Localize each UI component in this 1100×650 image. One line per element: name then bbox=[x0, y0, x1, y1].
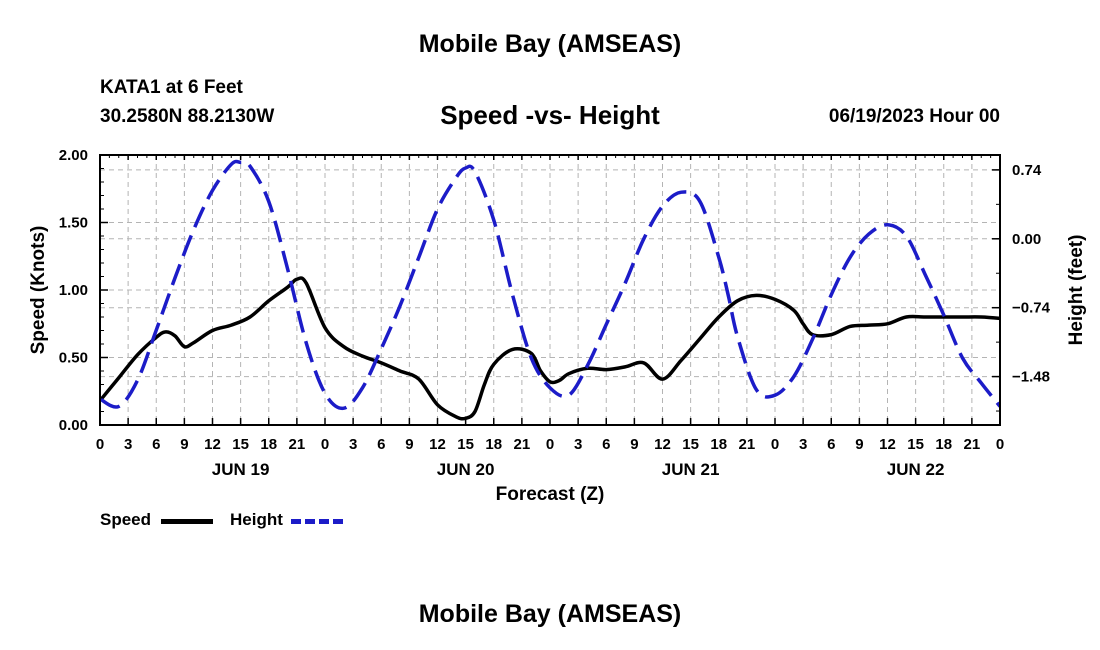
axis-tick-labels: 0 3 6 9 12 15 18 21 0 3 6 9 12 15 18 21 0 3 6 9 12 15 18 21 0 3 6 9… bbox=[59, 147, 1051, 479]
x-tick-label: 15 bbox=[457, 436, 474, 453]
y2-axis-label: Height (feet) bbox=[1066, 235, 1087, 346]
y2-tick-label: −0.74 bbox=[1012, 300, 1051, 317]
series-line-speed bbox=[100, 276, 1000, 421]
x-tick-label: 15 bbox=[232, 436, 249, 453]
y-tick-label: 1.00 bbox=[59, 282, 88, 299]
x-tick-label: 6 bbox=[827, 436, 835, 453]
x-tick-label: 18 bbox=[710, 436, 727, 453]
footer-title: Mobile Bay (AMSEAS) bbox=[418, 600, 682, 628]
x-tick-label: 0 bbox=[546, 436, 554, 453]
x-tick-label: 0 bbox=[321, 436, 329, 453]
x-tick-label: 6 bbox=[377, 436, 385, 453]
x-tick-label: 18 bbox=[485, 436, 502, 453]
x-tick-label: 12 bbox=[654, 436, 671, 453]
day-label: JUN 21 bbox=[662, 460, 720, 479]
day-label: JUN 19 bbox=[212, 460, 270, 479]
legend-speed-label: Speed bbox=[100, 510, 152, 529]
series-line-height bbox=[100, 159, 1000, 411]
page-title: Mobile Bay (AMSEAS) bbox=[418, 30, 682, 58]
x-tick-label: 12 bbox=[429, 436, 446, 453]
x-tick-label: 18 bbox=[935, 436, 952, 453]
x-tick-label: 9 bbox=[405, 436, 413, 453]
forecast-datetime: 06/19/2023 Hour 00 bbox=[828, 106, 1000, 127]
x-tick-label: 6 bbox=[602, 436, 610, 453]
station-name: KATA1 at 6 Feet bbox=[100, 77, 243, 98]
grid-lines bbox=[100, 155, 1000, 425]
x-tick-label: 0 bbox=[771, 436, 779, 453]
x-tick-label: 21 bbox=[289, 436, 306, 453]
series-lines bbox=[100, 159, 1000, 421]
x-tick-label: 3 bbox=[799, 436, 807, 453]
x-tick-label: 21 bbox=[514, 436, 531, 453]
y2-tick-label: 0.74 bbox=[1012, 162, 1042, 179]
y-axis-label: Speed (Knots) bbox=[28, 226, 49, 355]
y-tick-label: 0.00 bbox=[59, 417, 88, 434]
axis-ticks bbox=[99, 154, 1001, 426]
x-tick-label: 9 bbox=[630, 436, 638, 453]
x-tick-label: 18 bbox=[260, 436, 277, 453]
x-tick-label: 15 bbox=[682, 436, 699, 453]
y-tick-label: 0.50 bbox=[59, 350, 88, 367]
station-coordinates: 30.2580N 88.2130W bbox=[100, 106, 275, 127]
chart-title: Speed -vs- Height bbox=[440, 100, 660, 130]
x-tick-label: 3 bbox=[124, 436, 132, 453]
x-tick-label: 6 bbox=[152, 436, 160, 453]
day-label: JUN 22 bbox=[887, 460, 945, 479]
x-tick-label: 3 bbox=[574, 436, 582, 453]
y-tick-label: 1.50 bbox=[59, 215, 88, 232]
x-tick-label: 21 bbox=[964, 436, 981, 453]
x-tick-label: 12 bbox=[879, 436, 896, 453]
x-tick-label: 12 bbox=[204, 436, 221, 453]
day-label: JUN 20 bbox=[437, 460, 495, 479]
legend-speed-swatch bbox=[161, 519, 213, 524]
legend-height-swatch bbox=[291, 519, 343, 524]
x-tick-label: 21 bbox=[739, 436, 756, 453]
x-tick-label: 0 bbox=[96, 436, 104, 453]
y-tick-label: 2.00 bbox=[59, 147, 88, 164]
x-tick-label: 0 bbox=[996, 436, 1004, 453]
y2-tick-label: −1.48 bbox=[1012, 369, 1050, 386]
x-tick-label: 3 bbox=[349, 436, 357, 453]
x-tick-label: 9 bbox=[180, 436, 188, 453]
x-axis-label: Forecast (Z) bbox=[496, 484, 605, 505]
y2-tick-label: 0.00 bbox=[1012, 231, 1041, 248]
x-tick-label: 15 bbox=[907, 436, 924, 453]
x-tick-label: 9 bbox=[855, 436, 863, 453]
legend-height-label: Height bbox=[230, 510, 283, 529]
